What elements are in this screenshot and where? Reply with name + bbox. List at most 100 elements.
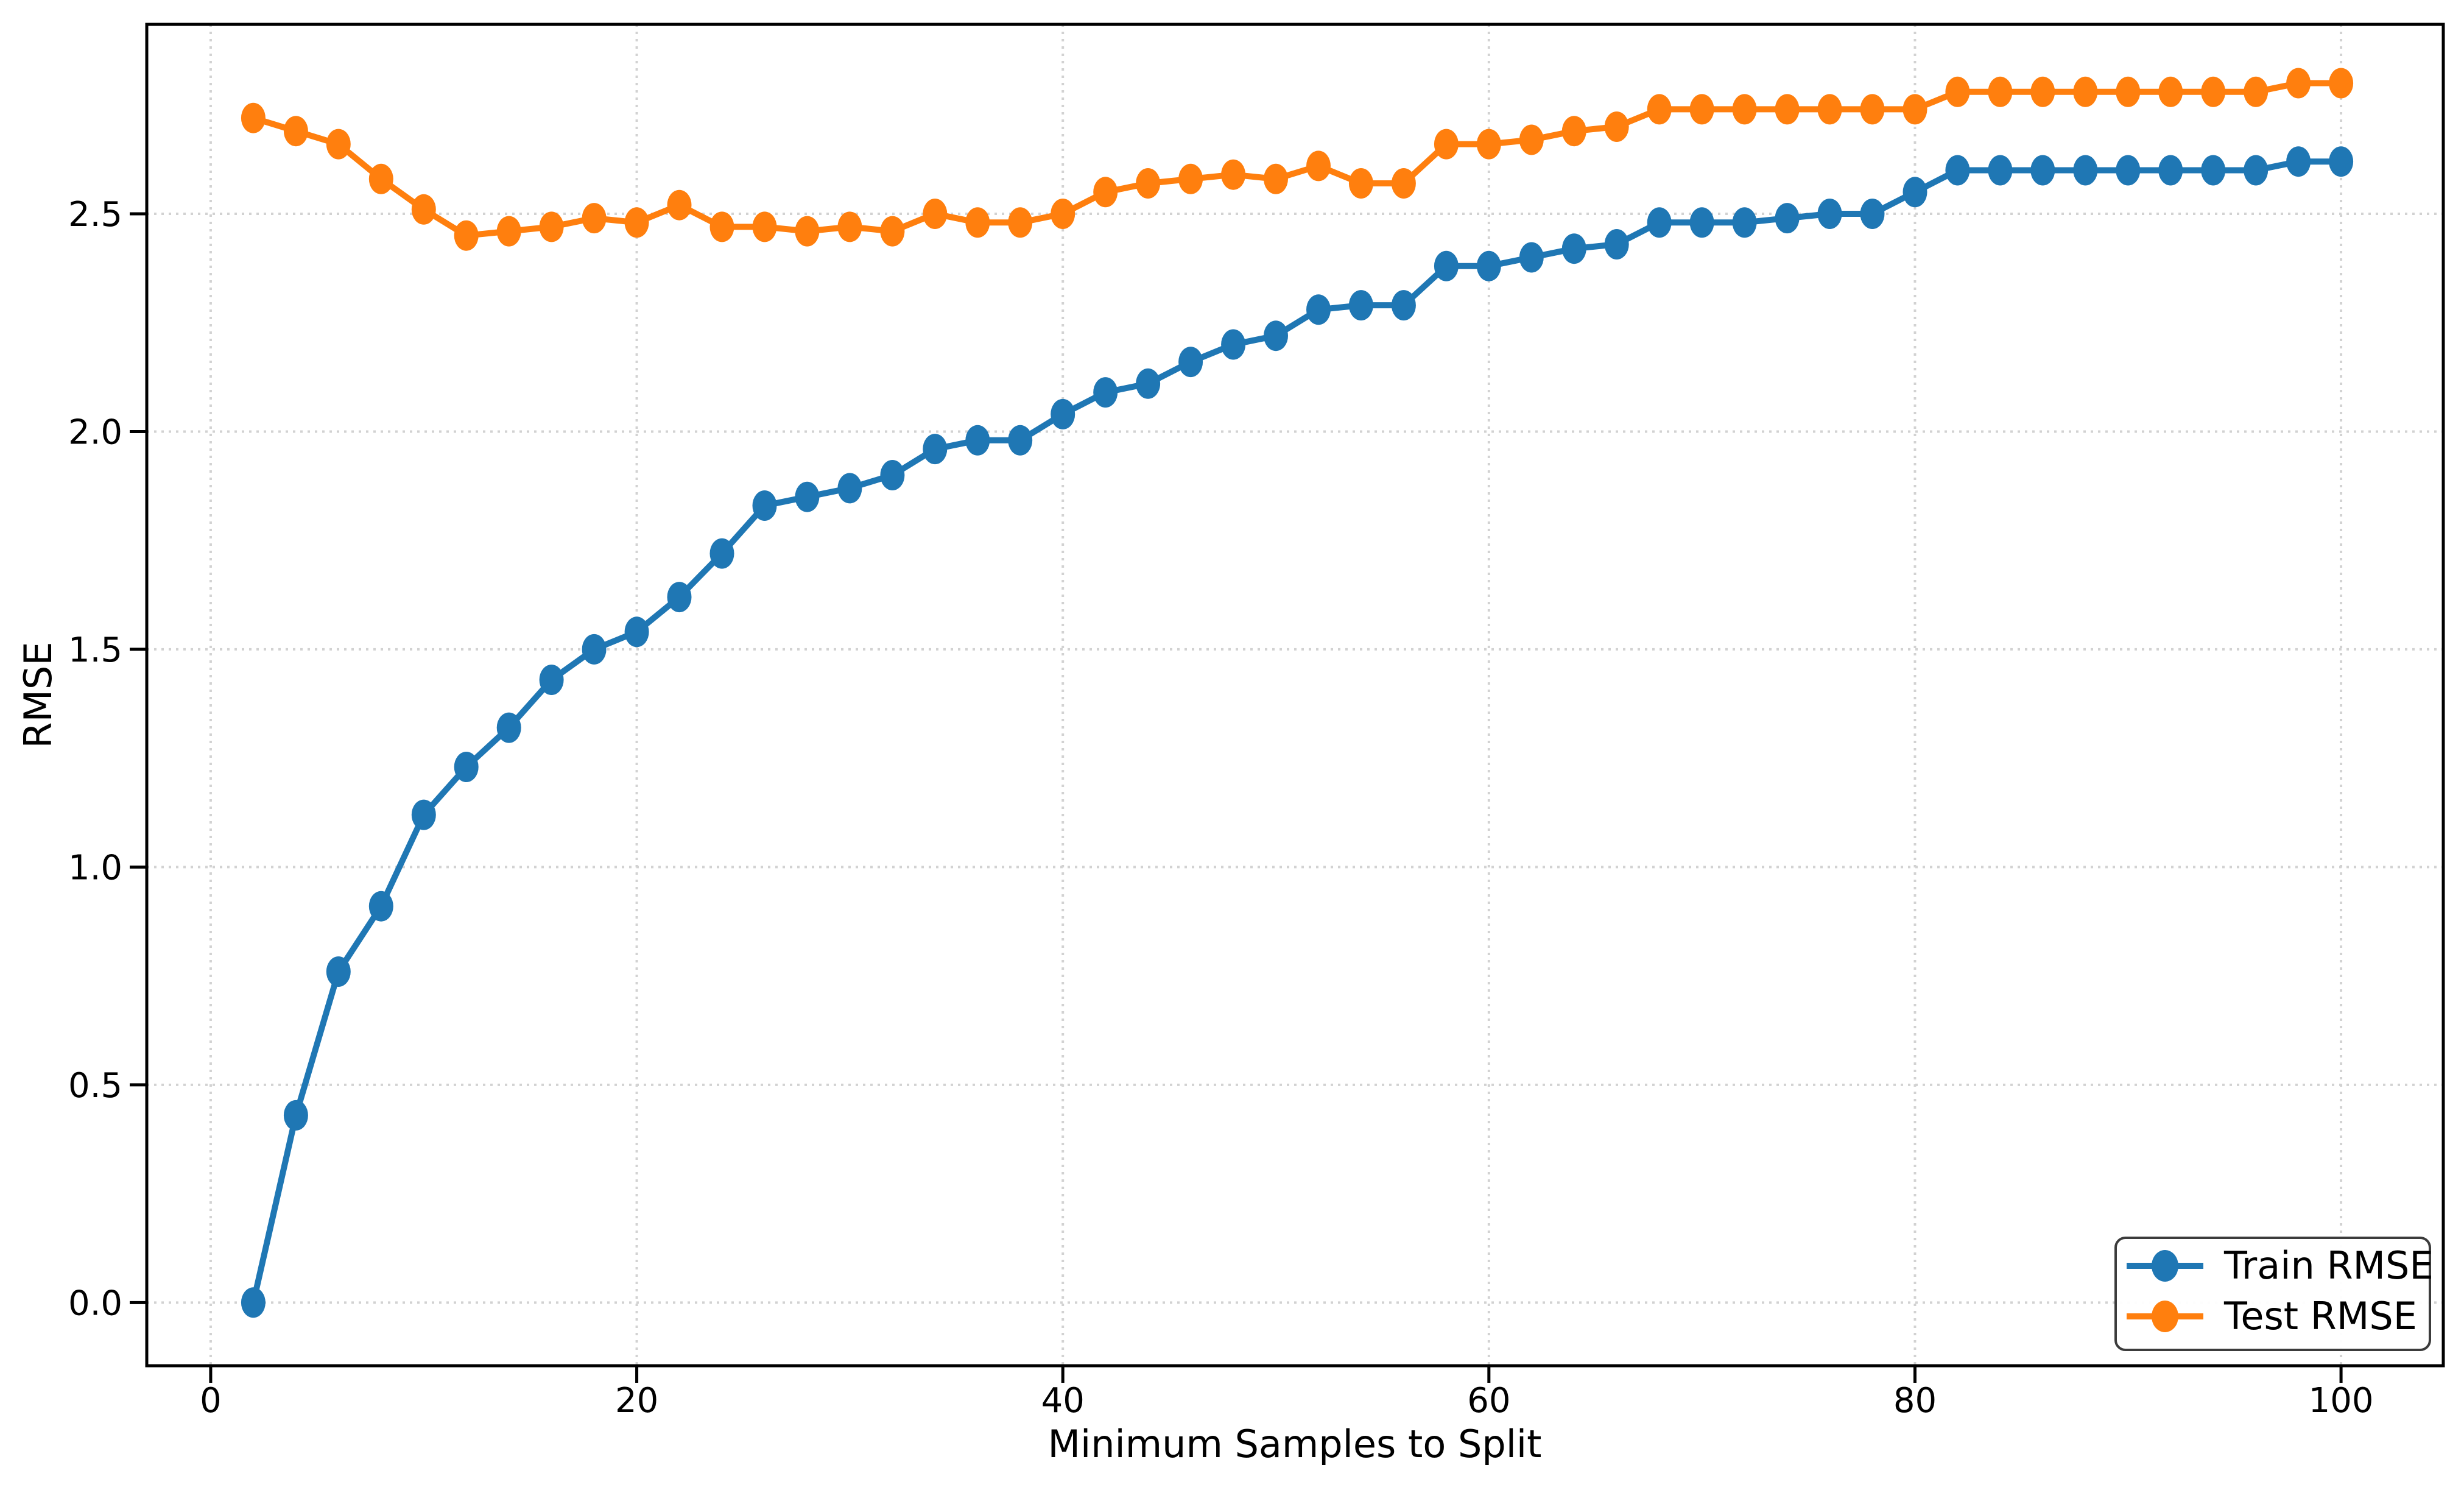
y-tick-label: 1.5 <box>68 630 122 670</box>
legend: Train RMSE Test RMSE <box>2114 1237 2434 1351</box>
x-tick-label: 100 <box>2309 1381 2374 1421</box>
test-rmse-point <box>241 102 266 133</box>
train-rmse-point <box>1306 294 1331 325</box>
x-tick-label: 0 <box>200 1381 222 1421</box>
test-rmse-point <box>2329 68 2354 99</box>
test-rmse-point <box>1136 168 1161 199</box>
train-rmse-point <box>2116 155 2141 186</box>
test-rmse-point <box>1306 150 1331 182</box>
test-rmse-point <box>752 211 777 242</box>
test-rmse-point <box>1775 94 1800 125</box>
train-rmse-point <box>2329 146 2354 177</box>
test-rmse-point <box>965 207 990 238</box>
test-rmse-point <box>1732 94 1757 125</box>
train-rmse-point <box>2030 155 2055 186</box>
test-rmse-point <box>1264 163 1288 194</box>
test-rmse-point <box>1093 177 1118 208</box>
test-rmse-point <box>1348 168 1373 199</box>
train-rmse-point <box>2201 155 2226 186</box>
train-rmse-point <box>1348 290 1373 321</box>
train-rmse-point <box>582 634 607 665</box>
train-rmse-point <box>539 665 564 695</box>
legend-label-train: Train RMSE <box>2223 1243 2434 1288</box>
test-rmse-point <box>923 199 948 229</box>
test-rmse-point <box>368 163 393 194</box>
test-rmse-point <box>2073 76 2098 107</box>
train-rmse-point <box>1647 207 1672 238</box>
y-tick-label: 1.0 <box>68 848 122 888</box>
test-rmse-point <box>2116 76 2141 107</box>
train-rmse-point <box>411 799 436 830</box>
train-rmse-point <box>965 425 990 456</box>
x-tick-label: 20 <box>615 1381 658 1421</box>
train-rmse-point <box>880 460 905 490</box>
test-rmse-point <box>1434 129 1459 160</box>
train-rmse-line <box>250 158 2345 1306</box>
train-rmse-point <box>283 1100 308 1131</box>
tick-layer: 0 20 40 60 80 100 0.0 0.5 1.0 1.5 2.0 2.5 <box>68 195 2374 1421</box>
test-rmse-point <box>709 211 734 242</box>
y-tick-label: 2.0 <box>68 412 122 452</box>
test-rmse-point <box>1178 163 1203 194</box>
train-rmse-point <box>326 956 351 987</box>
train-rmse-point <box>1434 250 1459 281</box>
test-rmse-point <box>624 207 649 238</box>
train-rmse-point <box>1860 199 1885 229</box>
train-rmse-point <box>1732 207 1757 238</box>
train-rmse-point <box>1221 329 1246 360</box>
train-rmse-point <box>1689 207 1714 238</box>
train-rmse-point <box>2073 155 2098 186</box>
test-rmse-point <box>1988 76 2013 107</box>
train-rmse-point <box>1178 347 1203 378</box>
test-rmse-line <box>250 80 2345 239</box>
test-rmse-point <box>283 116 308 147</box>
train-rmse-point <box>1988 155 2013 186</box>
train-rmse-point <box>667 582 692 613</box>
test-rmse-point <box>582 203 607 234</box>
legend-label-test: Test RMSE <box>2223 1294 2417 1338</box>
test-rmse-point <box>1391 168 1416 199</box>
series-layer <box>241 68 2354 1318</box>
test-rmse-point <box>2201 76 2226 107</box>
test-rmse-point <box>1604 111 1629 142</box>
test-rmse-point <box>1476 129 1501 160</box>
test-rmse-point <box>1903 94 1927 125</box>
y-axis-label: RMSE <box>16 641 60 748</box>
train-rmse-point <box>1903 177 1927 208</box>
test-rmse-point <box>1817 94 1842 125</box>
test-rmse-point <box>1860 94 1885 125</box>
train-rmse-point <box>1817 199 1842 229</box>
y-tick-label: 0.0 <box>68 1283 122 1323</box>
train-rmse-point <box>1136 368 1161 399</box>
train-rmse-point <box>496 712 521 743</box>
train-rmse-point <box>2286 146 2311 177</box>
train-rmse-point <box>2244 155 2269 186</box>
train-rmse-point <box>837 473 862 504</box>
train-rmse-point <box>752 490 777 521</box>
test-rmse-point <box>539 211 564 242</box>
train-rmse-point <box>2158 155 2183 186</box>
train-rmse-point <box>923 434 948 465</box>
train-rmse-point <box>795 481 820 512</box>
test-rmse-point <box>326 129 351 160</box>
train-rmse-point <box>1945 155 1970 186</box>
test-rmse-point <box>1519 124 1544 155</box>
y-tick-label: 0.5 <box>68 1066 122 1106</box>
test-rmse-point <box>411 194 436 225</box>
train-rmse-point <box>1561 233 1586 264</box>
x-axis-label: Minimum Samples to Split <box>1048 1422 1542 1466</box>
train-rmse-point <box>1093 377 1118 408</box>
train-rmse-point <box>1519 242 1544 273</box>
x-tick-label: 40 <box>1041 1381 1085 1421</box>
test-rmse-point <box>1647 94 1672 125</box>
test-rmse-point <box>837 211 862 242</box>
test-rmse-point <box>880 216 905 247</box>
train-rmse-point <box>1051 398 1075 429</box>
test-rmse-point <box>2244 76 2269 107</box>
train-rmse-point <box>454 752 479 782</box>
test-rmse-point <box>1561 116 1586 147</box>
train-rmse-point <box>368 891 393 922</box>
test-rmse-point <box>1945 76 1970 107</box>
x-tick-label: 80 <box>1893 1381 1937 1421</box>
